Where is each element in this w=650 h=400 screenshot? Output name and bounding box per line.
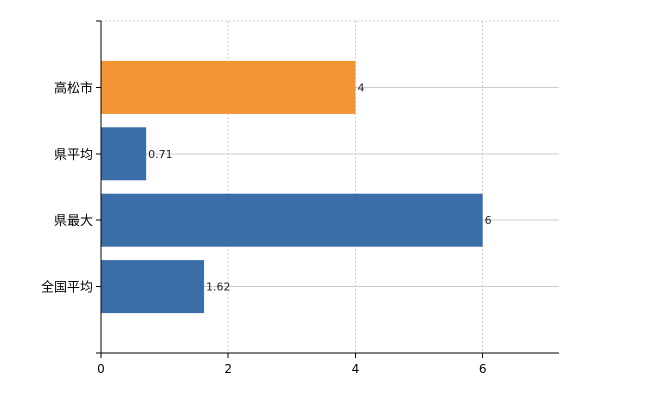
x-tick-label: 6 [479,362,487,376]
bar [101,260,205,314]
x-tick-label: 4 [352,362,360,376]
bars [101,60,483,314]
bar [101,127,147,181]
data-label: 0.71 [148,148,173,161]
labels: 4 高松市 0.71 県平均 6 県最大 1.62 全国平均 0 2 4 6 [41,80,492,376]
category-label: 県最大 [54,214,93,229]
category-label: 県平均 [54,148,93,163]
x-tick-label: 0 [97,362,105,376]
x-tick-label: 2 [224,362,232,376]
axes [96,20,559,358]
category-label: 高松市 [54,80,93,96]
bar [101,193,483,247]
data-label: 6 [485,214,492,227]
bar [101,60,356,114]
data-label: 1.62 [206,281,231,294]
category-label: 全国平均 [41,280,93,296]
data-label: 4 [357,81,364,94]
